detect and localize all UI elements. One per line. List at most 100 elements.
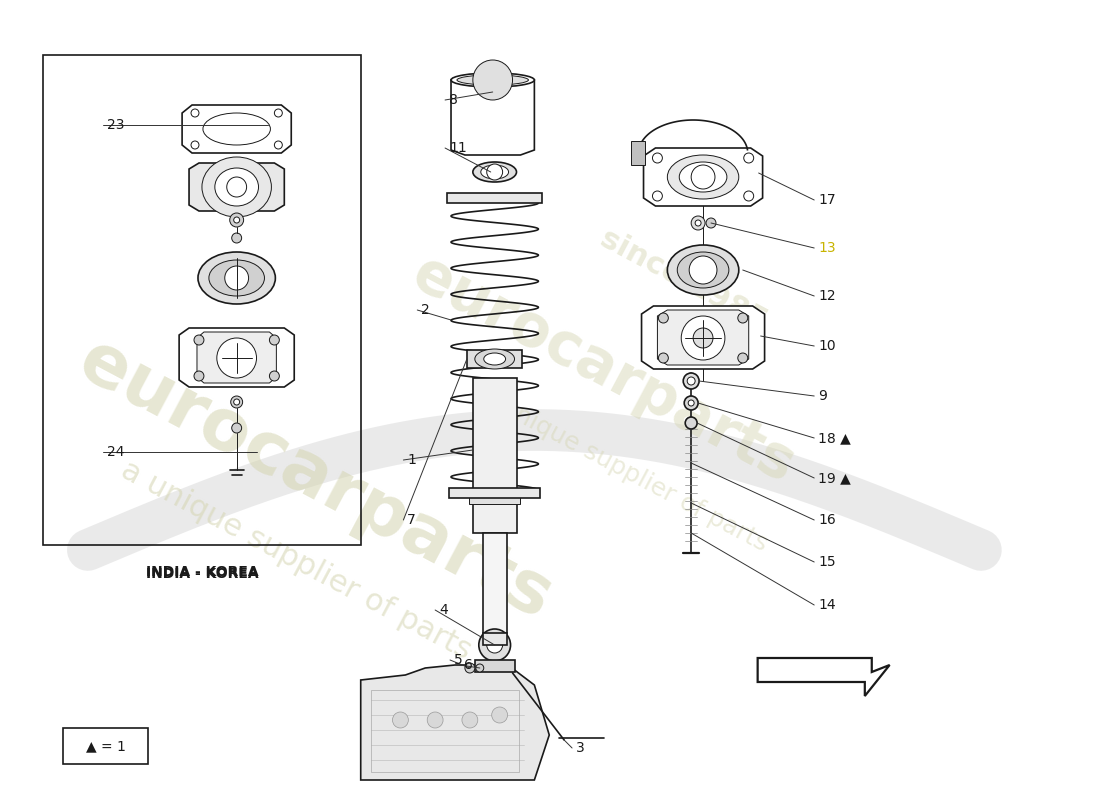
Circle shape [270,335,279,345]
Circle shape [706,218,716,228]
Text: 15: 15 [818,555,836,569]
Text: 2: 2 [421,303,430,317]
Text: 10: 10 [818,339,836,353]
Text: a unique supplier of parts: a unique supplier of parts [117,455,476,665]
Bar [469,490,520,504]
Bar [475,660,515,672]
Circle shape [274,109,283,117]
Circle shape [492,707,507,723]
Circle shape [233,217,240,223]
Text: 12: 12 [818,289,836,303]
Bar [63,728,148,764]
Text: 17: 17 [818,193,836,207]
Circle shape [486,164,503,180]
Ellipse shape [481,165,508,179]
Circle shape [744,191,754,201]
Polygon shape [197,332,276,383]
Ellipse shape [484,353,506,365]
Bar [449,488,540,498]
Circle shape [691,165,715,189]
Circle shape [738,313,748,323]
Bar [371,690,519,772]
Ellipse shape [475,349,515,369]
Circle shape [685,417,697,429]
Polygon shape [758,658,890,696]
Text: 14: 14 [818,598,836,612]
Text: ▲ = 1: ▲ = 1 [86,739,125,753]
Ellipse shape [473,162,517,182]
Circle shape [473,60,513,100]
Text: eurocarparts: eurocarparts [403,245,805,495]
Ellipse shape [202,157,272,217]
Bar [43,55,361,545]
Circle shape [486,637,503,653]
Polygon shape [447,193,542,203]
Circle shape [231,396,243,408]
Ellipse shape [451,73,535,87]
Text: 8: 8 [449,93,458,107]
Circle shape [693,328,713,348]
Polygon shape [641,306,764,369]
Ellipse shape [202,113,271,145]
Text: INDIA - KOREA: INDIA - KOREA [145,565,258,579]
Ellipse shape [214,168,258,206]
Bar [466,350,522,368]
Text: 9: 9 [818,389,827,403]
Text: 6: 6 [464,658,473,672]
Circle shape [194,335,204,345]
Circle shape [224,266,249,290]
Ellipse shape [198,252,275,304]
Ellipse shape [668,245,739,295]
Text: 23: 23 [107,118,124,132]
Text: 4: 4 [439,603,448,617]
Circle shape [689,400,694,406]
Bar [483,633,507,645]
Circle shape [191,109,199,117]
Circle shape [690,256,717,284]
Polygon shape [451,80,535,155]
Circle shape [681,316,725,360]
Circle shape [270,371,279,381]
Bar [483,533,507,633]
Circle shape [465,663,475,673]
Circle shape [738,353,748,363]
Circle shape [688,377,695,385]
Circle shape [684,396,699,410]
Ellipse shape [680,162,727,192]
Circle shape [232,423,242,433]
Circle shape [683,373,700,389]
Ellipse shape [678,252,729,288]
Circle shape [691,216,705,230]
Text: 11: 11 [449,141,466,155]
Text: 7: 7 [407,513,416,527]
Circle shape [232,233,242,243]
Circle shape [652,191,662,201]
Circle shape [191,141,199,149]
Circle shape [393,712,408,728]
Text: 18 ▲: 18 ▲ [818,431,851,445]
Ellipse shape [209,260,264,296]
Text: a unique supplier of parts: a unique supplier of parts [476,384,771,556]
Text: 5: 5 [454,653,463,667]
Polygon shape [189,163,284,211]
Circle shape [652,153,662,163]
Ellipse shape [668,155,739,199]
Text: 3: 3 [576,741,585,755]
Circle shape [427,712,443,728]
Bar [473,378,517,533]
Circle shape [476,664,484,672]
Circle shape [217,338,256,378]
Polygon shape [658,310,749,365]
Text: since 1985: since 1985 [595,224,771,336]
Text: 16: 16 [818,513,836,527]
Polygon shape [183,105,292,153]
Text: 13: 13 [818,241,836,255]
Ellipse shape [456,75,528,85]
Polygon shape [644,148,762,206]
Circle shape [462,712,477,728]
Text: 24: 24 [107,445,124,459]
Circle shape [695,220,701,226]
Circle shape [478,629,510,661]
Text: eurocarparts: eurocarparts [67,326,564,634]
Text: 19 ▲: 19 ▲ [818,471,851,485]
